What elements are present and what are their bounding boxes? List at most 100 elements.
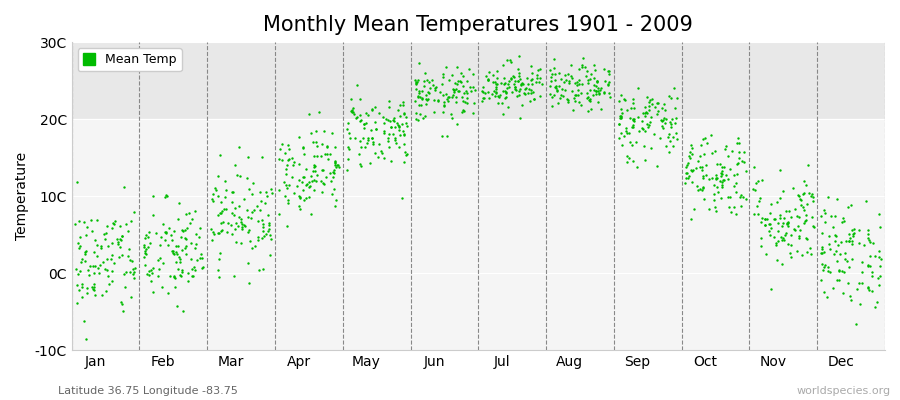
Point bbox=[302, 184, 316, 190]
Point bbox=[158, 192, 173, 198]
Point bbox=[803, 244, 817, 251]
Point bbox=[681, 172, 696, 179]
Point bbox=[580, 90, 594, 96]
Point bbox=[615, 141, 629, 148]
Point bbox=[100, 223, 114, 229]
Point bbox=[734, 192, 748, 198]
Point bbox=[392, 144, 407, 150]
Point bbox=[705, 175, 719, 182]
Point bbox=[162, 273, 176, 279]
Point bbox=[516, 81, 530, 87]
Point bbox=[786, 185, 800, 191]
Point bbox=[821, 268, 835, 274]
Point bbox=[684, 216, 698, 223]
Point bbox=[185, 273, 200, 279]
Point bbox=[410, 94, 425, 100]
Point bbox=[601, 82, 616, 88]
Point bbox=[702, 176, 716, 182]
Point bbox=[658, 107, 672, 114]
Point bbox=[156, 259, 170, 266]
Point bbox=[112, 254, 126, 260]
Point bbox=[775, 237, 789, 244]
Point bbox=[641, 124, 655, 130]
Point bbox=[157, 221, 171, 228]
Point bbox=[834, 239, 849, 246]
Point bbox=[459, 88, 473, 94]
Point bbox=[71, 271, 86, 278]
Point bbox=[560, 96, 574, 102]
Point bbox=[665, 134, 680, 140]
Point bbox=[739, 168, 753, 174]
Point bbox=[245, 191, 259, 198]
Point bbox=[345, 107, 359, 114]
Point bbox=[456, 90, 471, 96]
Point bbox=[246, 180, 260, 186]
Point bbox=[778, 232, 793, 238]
Point bbox=[845, 227, 859, 233]
Point bbox=[476, 84, 491, 91]
Point bbox=[754, 219, 769, 226]
Point bbox=[239, 207, 254, 214]
Point bbox=[112, 223, 127, 229]
Point bbox=[569, 92, 583, 98]
Point bbox=[467, 100, 482, 106]
Point bbox=[730, 161, 744, 167]
Point bbox=[377, 155, 392, 162]
Point bbox=[872, 254, 886, 260]
Point bbox=[151, 256, 166, 263]
Point bbox=[563, 61, 578, 68]
Point bbox=[442, 76, 456, 83]
Point bbox=[620, 107, 634, 114]
Point bbox=[817, 262, 832, 268]
Point bbox=[687, 206, 701, 212]
Point bbox=[427, 97, 441, 104]
Point bbox=[409, 80, 423, 86]
Point bbox=[388, 123, 402, 130]
Point bbox=[313, 153, 328, 160]
Point bbox=[326, 173, 340, 180]
Point bbox=[87, 284, 102, 290]
Point bbox=[302, 179, 316, 186]
Point bbox=[420, 76, 435, 83]
Point bbox=[419, 96, 434, 103]
Point bbox=[260, 228, 274, 234]
Point bbox=[817, 289, 832, 295]
Point bbox=[72, 244, 86, 251]
Point bbox=[860, 284, 875, 291]
Point bbox=[144, 266, 158, 273]
Point bbox=[682, 153, 697, 160]
Point bbox=[636, 110, 651, 116]
Point bbox=[781, 208, 796, 214]
Point bbox=[751, 178, 765, 184]
Point bbox=[253, 207, 267, 213]
Point bbox=[492, 94, 507, 100]
Point bbox=[304, 130, 319, 136]
Point bbox=[72, 286, 86, 293]
Point bbox=[76, 284, 90, 290]
Point bbox=[189, 241, 203, 248]
Point bbox=[823, 269, 837, 275]
Point bbox=[384, 124, 399, 130]
Point bbox=[123, 257, 138, 264]
Point bbox=[626, 124, 641, 130]
Point bbox=[776, 220, 790, 226]
Text: Latitude 36.75 Longitude -83.75: Latitude 36.75 Longitude -83.75 bbox=[58, 386, 238, 396]
Point bbox=[839, 238, 853, 244]
Point bbox=[746, 164, 760, 170]
Point bbox=[179, 211, 194, 217]
Point bbox=[475, 88, 490, 94]
Point bbox=[781, 241, 796, 247]
Point bbox=[531, 67, 545, 74]
Point bbox=[818, 210, 832, 216]
Point bbox=[119, 269, 133, 275]
Point bbox=[467, 87, 482, 93]
Point bbox=[496, 110, 510, 117]
Point bbox=[445, 72, 459, 78]
Point bbox=[727, 172, 742, 178]
Point bbox=[714, 173, 728, 179]
Point bbox=[317, 128, 331, 134]
Point bbox=[446, 86, 461, 93]
Point bbox=[680, 162, 695, 168]
Point bbox=[695, 167, 709, 173]
Point bbox=[206, 191, 220, 198]
